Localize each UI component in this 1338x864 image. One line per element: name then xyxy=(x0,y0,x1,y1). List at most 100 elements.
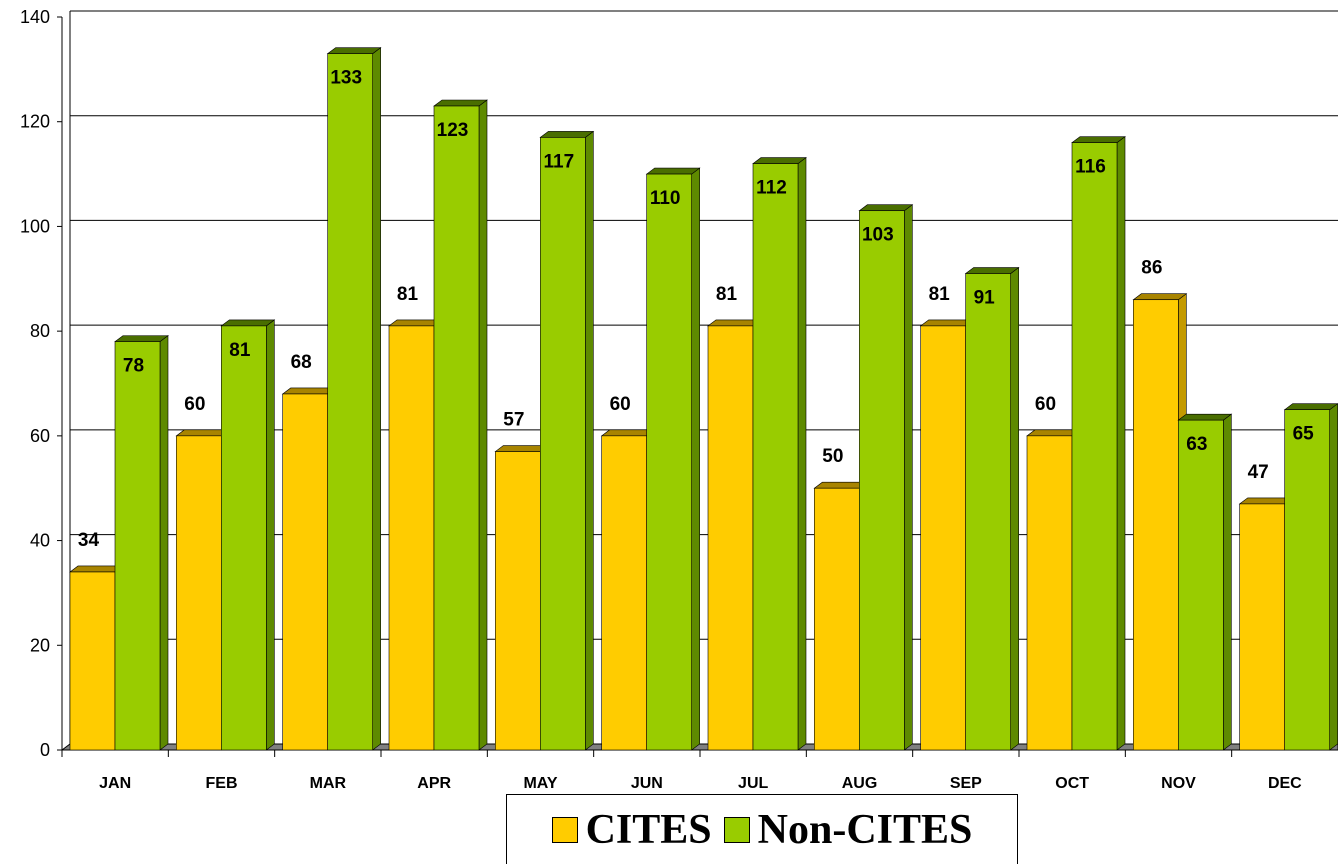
bar-side xyxy=(585,130,594,751)
bar-side xyxy=(266,319,275,751)
bar-side xyxy=(1223,413,1232,751)
bar-top xyxy=(858,204,914,212)
bar-side xyxy=(372,47,381,751)
y-tick-label: 100 xyxy=(20,216,50,236)
bar-top xyxy=(326,47,382,54)
bar-side xyxy=(159,335,169,751)
bar-side xyxy=(478,99,488,751)
y-tick-label: 20 xyxy=(30,635,50,655)
bar-non-cites-apr xyxy=(433,105,480,751)
data-label: 63 xyxy=(1186,434,1207,455)
y-tick-label: 60 xyxy=(30,426,50,446)
x-tick-label: AUG xyxy=(842,775,878,792)
bar-top xyxy=(1177,413,1233,421)
legend-label-non-cites: Non-CITES xyxy=(757,806,973,853)
grid-layer xyxy=(60,10,1338,751)
bar-top xyxy=(220,319,276,327)
x-tick-label: DEC xyxy=(1268,775,1302,792)
bar-non-cites-may xyxy=(540,137,586,751)
legend-item-cites: CITES xyxy=(551,806,712,853)
label-layer: 34 78 60 81 68 133 81 123 57 117 60 110 81 112 50 103 81… xyxy=(78,68,1314,551)
bar-top xyxy=(645,167,701,175)
data-label: 60 xyxy=(610,394,631,415)
data-label: 50 xyxy=(822,446,843,467)
bar-layer xyxy=(69,47,1338,751)
bar-side xyxy=(1116,136,1126,751)
x-tick-label: MAR xyxy=(310,775,347,792)
data-label: 60 xyxy=(1035,394,1056,415)
bar-side xyxy=(691,167,700,751)
bar-non-cites-jan xyxy=(114,341,161,751)
data-label: 117 xyxy=(544,151,575,172)
x-tick-label: OCT xyxy=(1055,775,1089,792)
bar-non-cites-nov xyxy=(1178,419,1224,751)
x-tick-label: JAN xyxy=(99,775,131,792)
data-label: 103 xyxy=(862,225,894,246)
bar-top xyxy=(433,99,488,107)
bar-cites-oct xyxy=(1026,435,1073,751)
bar-side xyxy=(797,157,807,751)
legend-item-non-cites: Non-CITES xyxy=(723,806,973,853)
bar-top xyxy=(1283,403,1338,410)
bar-top xyxy=(964,267,1020,274)
data-label: 65 xyxy=(1293,424,1315,445)
data-label: 34 xyxy=(78,530,100,551)
data-label: 91 xyxy=(974,288,996,309)
data-label: 116 xyxy=(1075,157,1106,178)
legend-swatch-cites xyxy=(551,816,578,843)
bar-non-cites-oct xyxy=(1071,142,1118,751)
data-label: 81 xyxy=(716,284,738,305)
x-tick-label: JUL xyxy=(738,775,768,792)
data-label: 81 xyxy=(397,284,419,305)
bar-cites-aug xyxy=(814,487,860,751)
bar-top xyxy=(1132,293,1188,301)
data-label: 112 xyxy=(756,178,787,199)
legend-label-cites: CITES xyxy=(585,806,712,853)
x-tick-label: SEP xyxy=(950,775,982,792)
data-label: 123 xyxy=(437,120,469,141)
bar-non-cites-aug xyxy=(859,210,905,751)
bar-cites-nov xyxy=(1133,299,1179,751)
bar-non-cites-sep xyxy=(965,273,1011,751)
x-tick-label: APR xyxy=(417,775,451,792)
data-label: 78 xyxy=(123,356,144,377)
data-label: 60 xyxy=(184,394,205,415)
bar-non-cites-feb xyxy=(221,325,267,751)
y-tick-label: 80 xyxy=(30,321,50,341)
bar-top xyxy=(752,157,807,164)
y-tick-label: 40 xyxy=(30,531,50,551)
legend-swatch-non-cites xyxy=(723,816,750,843)
bar-cites-jul xyxy=(707,325,754,751)
bar-top xyxy=(1071,136,1126,143)
bar-cites-jun xyxy=(601,435,647,751)
x-tick-label: MAY xyxy=(523,775,557,792)
x-tick-label: JUN xyxy=(631,775,663,792)
bar-side xyxy=(904,204,913,751)
bar-cites-mar xyxy=(282,393,328,751)
bar-side xyxy=(1010,266,1019,751)
y-tick-label: 120 xyxy=(20,112,50,132)
bar-cites-jan xyxy=(69,571,116,751)
bar-cites-feb xyxy=(176,435,222,751)
y-tick-label: 0 xyxy=(40,740,50,760)
bar-non-cites-dec xyxy=(1284,409,1330,751)
bar-non-cites-jul xyxy=(752,163,799,751)
data-label: 81 xyxy=(229,340,251,361)
bar-cites-sep xyxy=(920,325,966,751)
x-tick-label: NOV xyxy=(1161,775,1196,792)
data-label: 57 xyxy=(503,410,524,431)
bar-top xyxy=(114,335,169,342)
bar-non-cites-mar xyxy=(327,53,373,751)
data-label: 68 xyxy=(291,352,312,373)
y-tick-label: 140 xyxy=(20,7,50,27)
data-label: 133 xyxy=(330,68,362,89)
legend: CITES Non-CITES xyxy=(506,794,1018,864)
bar-cites-may xyxy=(495,451,541,751)
bar-non-cites-jun xyxy=(646,173,692,751)
x-tick-label: FEB xyxy=(206,775,238,792)
bar-cites-dec xyxy=(1239,503,1285,751)
data-label: 47 xyxy=(1248,462,1269,483)
axis-layer: 0 20 40 60 80 100 120 140 JAN FEB MAR APR MAY JUN JUL A… xyxy=(20,7,1338,792)
data-label: 81 xyxy=(929,284,951,305)
